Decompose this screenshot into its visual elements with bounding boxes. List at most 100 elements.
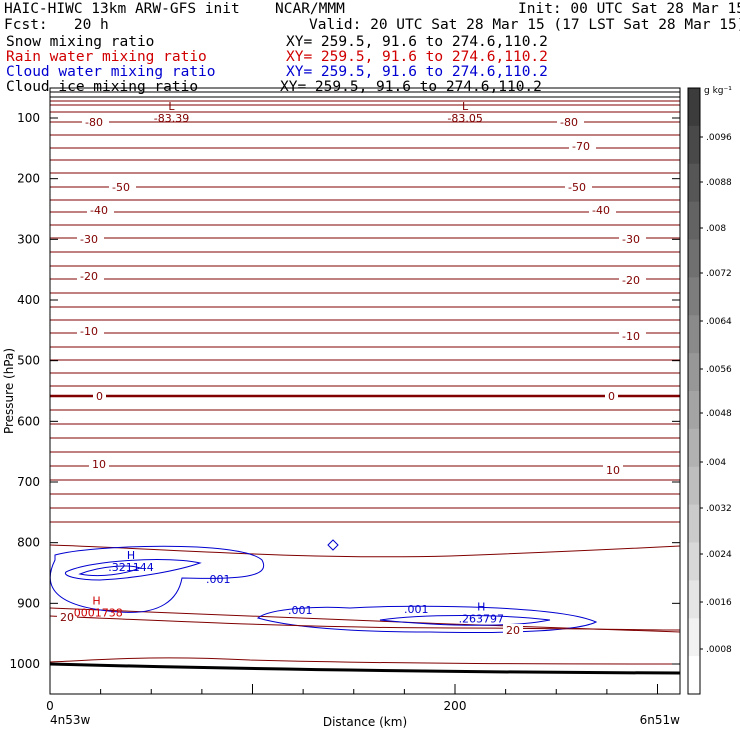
isotherm-label: -20 [622, 274, 640, 287]
y-tick-label: 500 [17, 354, 40, 368]
label-bg [57, 611, 77, 624]
colorbar-swatch [688, 656, 700, 695]
isotherm-line [49, 409, 681, 411]
cloud-water-label: .001 [288, 604, 313, 617]
x-tick-label: 200 [444, 699, 467, 713]
isotherm-line [49, 346, 681, 348]
colorbar-swatch [688, 315, 700, 354]
terrain-line [49, 662, 681, 675]
isotherm-line [49, 319, 681, 321]
temperature-isotherms [49, 91, 681, 675]
y-tick-label: 100 [17, 111, 40, 125]
isotherm-line [49, 306, 681, 308]
label-bg [605, 390, 618, 403]
y-tick-label: 900 [17, 596, 40, 610]
label-bg [619, 233, 646, 246]
isotherm-line [49, 372, 681, 374]
isotherm-line [49, 544, 681, 558]
colorbar-label: .0088 [706, 178, 732, 188]
extremum-h-marker: H [127, 549, 135, 562]
isotherm-line [49, 96, 681, 98]
colorbar-label: .004 [706, 458, 726, 468]
isotherm-label: -50 [568, 181, 586, 194]
isotherm-label: 10 [606, 464, 620, 477]
x-tick-label: 0 [46, 699, 54, 713]
contour-labels: -80 -80 -70 -50 -50 -40 -40 -30 -30 -20 -20 -10 -10 0… [57, 100, 646, 637]
extremum-value-label: .0001738 [70, 606, 123, 619]
y-tick-label: 700 [17, 475, 40, 489]
extremum-value-label: .263797 [459, 613, 505, 626]
extremum-value-label: .321144 [108, 561, 154, 574]
colorbar-swatch [688, 428, 700, 468]
isotherm-line [49, 493, 681, 495]
label-bg [503, 624, 523, 637]
isotherm-line [49, 292, 681, 294]
isotherm-line [49, 251, 681, 253]
colorbar-swatch [688, 239, 700, 278]
y-tick-label: 400 [17, 293, 40, 307]
field-xy-snow: XY= 259.5, 91.6 to 274.6,110.2 [286, 34, 548, 50]
isotherm-line [49, 359, 681, 361]
isotherm-line [49, 237, 681, 239]
colorbar-swatch [688, 504, 700, 543]
colorbar-swatch [688, 542, 700, 581]
extremum-value-label: -83.39 [154, 112, 189, 125]
label-bg [89, 458, 109, 471]
colorbar-frame [687, 87, 701, 695]
label-bg [82, 116, 109, 129]
extremum-h-marker: H [477, 601, 485, 614]
colorbar-label: .0064 [706, 317, 732, 327]
isotherm-line [49, 437, 681, 439]
isotherm-line [49, 100, 681, 102]
plot-frame [49, 87, 681, 695]
colorbar-swatch [688, 163, 700, 203]
cloud-water-contour [327, 539, 339, 551]
rain-contours [49, 615, 681, 631]
cloud-water-contour [78, 565, 142, 577]
y-tick-label: 1000 [9, 657, 40, 671]
extremum-l-marker: L [168, 100, 175, 113]
isotherm-line [49, 186, 681, 188]
isotherm-label: -40 [592, 204, 610, 217]
isotherm-line [49, 507, 681, 509]
label-bg [109, 181, 136, 194]
label-bg [77, 233, 104, 246]
isotherm-line [49, 451, 681, 453]
cloud-water-contour [256, 605, 598, 634]
cloud-water-contour [379, 615, 551, 626]
colorbar-swatch [688, 277, 700, 316]
colorbar-label: .0032 [706, 504, 732, 514]
field-xy-cloud-water: XY= 259.5, 91.6 to 274.6,110.2 [286, 64, 548, 80]
colorbar-label: .0096 [706, 133, 732, 143]
isotherm-line [49, 332, 681, 334]
colorbar-label: .0008 [706, 645, 732, 655]
colorbar-swatch [688, 580, 700, 619]
label-bg [87, 204, 114, 217]
isotherm-label: -40 [90, 204, 108, 217]
isotherm-line [49, 265, 681, 267]
cloud-water-contour [64, 559, 202, 581]
field-xy-cloud-ice: XY= 259.5, 91.6 to 274.6,110.2 [280, 79, 542, 95]
label-bg [77, 325, 104, 338]
cloud-water-contour [49, 545, 264, 613]
label-bg [77, 270, 104, 283]
isotherm-line [49, 211, 681, 213]
field-xy-rain: XY= 259.5, 91.6 to 274.6,110.2 [286, 49, 548, 65]
extremum-value-label: -83.05 [447, 112, 482, 125]
label-bg [603, 464, 623, 477]
cloud-water-label: .001 [206, 573, 231, 586]
chart-title: HAIC-HIWC 13km ARW-GFS init [4, 1, 240, 17]
isotherm-label: 0 [608, 390, 615, 403]
init-time: Init: 00 UTC Sat 28 Mar 15 [518, 1, 740, 17]
field-name-cloud-ice: Cloud ice mixing ratio [6, 79, 199, 95]
isotherm-line [49, 172, 681, 174]
forecast-hour: Fcst: 20 h [4, 17, 109, 33]
y-tick-label: 300 [17, 232, 40, 246]
isotherm-line [49, 159, 681, 161]
isotherm-label: -10 [622, 330, 640, 343]
colorbar-label: .0016 [706, 598, 732, 608]
colorbar-swatch [688, 353, 700, 392]
isotherm-line [49, 394, 681, 398]
isotherm-line [49, 278, 681, 280]
